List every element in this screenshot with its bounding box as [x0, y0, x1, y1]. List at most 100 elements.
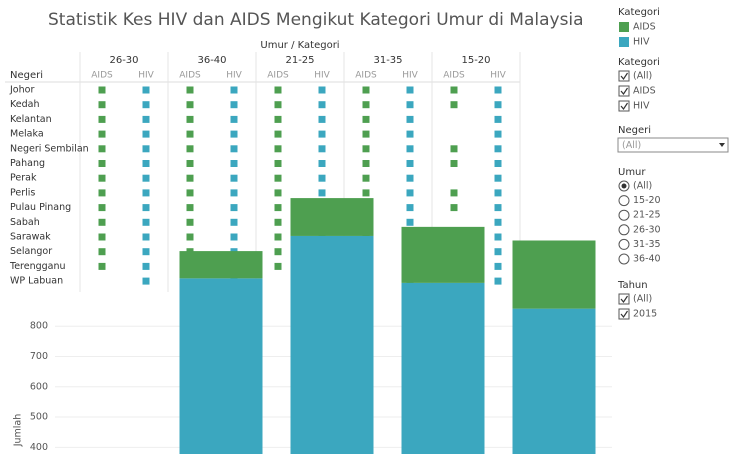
- matrix-mark: [230, 160, 238, 167]
- bar-segment: [401, 226, 485, 283]
- matrix-mark: [274, 160, 282, 167]
- row-label: Melaka: [10, 129, 44, 140]
- checkmark[interactable]: [620, 310, 628, 319]
- row-label: WP Labuan: [10, 276, 63, 287]
- checkmark[interactable]: [620, 295, 628, 304]
- radio-label[interactable]: (All): [633, 181, 652, 192]
- matrix-mark: [362, 174, 370, 182]
- radio-label[interactable]: 31-35: [633, 239, 661, 250]
- matrix-mark: [142, 115, 150, 123]
- matrix-mark: [98, 101, 106, 109]
- matrix-mark: [142, 174, 150, 182]
- legend-label: HIV: [633, 37, 650, 48]
- matrix-mark: [98, 115, 106, 123]
- checkbox-label[interactable]: (All): [633, 71, 652, 82]
- matrix-mark: [274, 233, 282, 241]
- matrix-mark: [274, 204, 282, 212]
- matrix-mark: [142, 145, 150, 153]
- row-label: Terengganu: [9, 261, 66, 272]
- sub-label: AIDS: [91, 71, 113, 81]
- checkbox[interactable]: [618, 70, 630, 82]
- matrix-mark: [186, 115, 194, 123]
- y-tick-label: 800: [30, 321, 48, 332]
- matrix-mark: [494, 130, 502, 138]
- matrix-mark: [230, 130, 238, 138]
- matrix-mark: [142, 262, 150, 270]
- matrix-mark: [230, 115, 238, 123]
- legend-title: Kategori: [618, 7, 660, 18]
- checkbox[interactable]: [618, 293, 630, 305]
- checkbox[interactable]: [618, 308, 630, 320]
- checkmark[interactable]: [620, 102, 628, 111]
- matrix-mark: [318, 101, 326, 109]
- matrix-mark: [98, 130, 106, 138]
- matrix-mark: [274, 189, 282, 197]
- dropdown[interactable]: [617, 137, 729, 153]
- sub-label: AIDS: [443, 71, 465, 81]
- checkmark[interactable]: [620, 72, 628, 81]
- matrix-mark: [142, 101, 150, 109]
- filter-title: Tahun: [617, 280, 648, 291]
- matrix-mark: [186, 130, 194, 138]
- matrix-mark: [186, 160, 194, 167]
- radio-label[interactable]: 21-25: [633, 210, 661, 221]
- matrix-mark: [98, 145, 106, 153]
- matrix-mark: [98, 262, 106, 270]
- matrix-mark: [274, 218, 282, 226]
- radio-label[interactable]: 36-40: [633, 254, 661, 265]
- bar-segment: [290, 198, 374, 236]
- sub-label: AIDS: [179, 71, 201, 81]
- row-label: Pahang: [10, 158, 45, 169]
- matrix-mark: [494, 204, 502, 212]
- radio-label[interactable]: 15-20: [633, 195, 661, 206]
- row-label: Pulau Pinang: [10, 202, 71, 213]
- checkbox[interactable]: [618, 85, 630, 97]
- row-label: Kedah: [10, 99, 39, 110]
- dropdown-value[interactable]: (All): [622, 140, 641, 151]
- radio[interactable]: [618, 195, 630, 207]
- matrix-mark: [274, 130, 282, 138]
- matrix-mark: [406, 160, 414, 167]
- matrix-mark: [406, 115, 414, 123]
- bar-segment: [512, 308, 596, 454]
- matrix-mark: [142, 204, 150, 212]
- radio[interactable]: [618, 224, 630, 236]
- checkbox-label[interactable]: AIDS: [633, 86, 656, 97]
- legend-swatch: [619, 37, 629, 47]
- matrix-mark: [318, 145, 326, 153]
- row-label: Perlis: [10, 187, 35, 198]
- radio[interactable]: [618, 253, 630, 265]
- matrix-mark: [98, 218, 106, 226]
- sub-label: HIV: [490, 71, 506, 81]
- matrix-mark: [362, 160, 370, 167]
- checkbox[interactable]: [618, 100, 630, 112]
- dropdown-arrow[interactable]: [719, 143, 725, 147]
- y-tick-label: 700: [30, 351, 48, 362]
- matrix-mark: [318, 174, 326, 182]
- sub-label: HIV: [226, 71, 242, 81]
- group-label: 15-20: [461, 55, 490, 66]
- bar-segment: [512, 240, 596, 309]
- checkbox-label[interactable]: HIV: [633, 101, 650, 112]
- matrix-mark: [406, 86, 414, 94]
- radio-dot[interactable]: [621, 183, 627, 189]
- matrix-mark: [450, 86, 458, 94]
- matrix-mark: [494, 101, 502, 109]
- checkmark[interactable]: [620, 87, 628, 96]
- matrix-mark: [186, 204, 194, 212]
- matrix-mark: [186, 189, 194, 197]
- matrix-mark: [186, 101, 194, 109]
- checkbox-label[interactable]: (All): [633, 294, 652, 305]
- radio[interactable]: [618, 209, 630, 221]
- filter-title: Negeri: [618, 125, 651, 136]
- matrix-mark: [274, 101, 282, 109]
- matrix-mark: [186, 145, 194, 153]
- matrix-mark: [98, 174, 106, 182]
- matrix-mark: [142, 86, 150, 94]
- matrix-mark: [362, 115, 370, 123]
- checkbox-label[interactable]: 2015: [633, 309, 657, 320]
- matrix-mark: [318, 160, 326, 167]
- radio[interactable]: [618, 238, 630, 250]
- filter-title: Kategori: [618, 57, 660, 68]
- radio-label[interactable]: 26-30: [633, 224, 661, 235]
